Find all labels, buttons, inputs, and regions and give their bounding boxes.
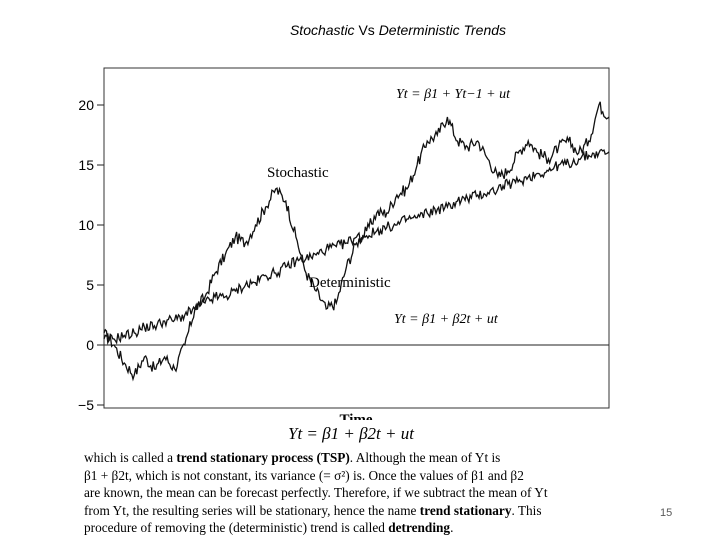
slide-title: Stochastic Vs Deterministic Trends [0, 22, 720, 38]
title-vs: Vs [358, 22, 375, 38]
stochastic-equation: Yt = β1 + Yt−1 + ut [396, 87, 511, 102]
body-line-1: which is called a trend stationary proce… [84, 449, 639, 467]
trend-chart: −5 0 5 10 15 20 Stochastic Deterministic Yt =… [78, 67, 610, 420]
body-text-span: . This [511, 502, 542, 518]
y-tick-label: −5 [78, 397, 94, 413]
y-tick-label: 20 [78, 97, 94, 113]
body-text-span: procedure of removing the (deterministic… [84, 520, 389, 536]
y-tick-label: 15 [78, 157, 94, 173]
body-line-2: β1 + β2t, which is not constant, its var… [84, 467, 524, 483]
body-paragraph: which is called a trend stationary proce… [84, 449, 639, 537]
plot-frame [103, 67, 610, 409]
y-tick-label: 0 [86, 337, 94, 353]
deterministic-equation: Yt = β1 + β2t + ut [394, 312, 499, 327]
y-tick-label: 10 [78, 217, 94, 233]
body-line-4: from Yt, the resulting series will be st… [84, 502, 639, 520]
body-text-span: . Although the mean of Yt is [349, 450, 501, 465]
title-deterministic-trends: Deterministic Trends [378, 22, 507, 38]
deterministic-series-line [103, 148, 610, 345]
body-text-span: . [450, 520, 454, 536]
title-stochastic: Stochastic [289, 22, 355, 38]
body-line-3: are known, the mean can be forecast perf… [84, 485, 548, 501]
body-text-span: which is called a [84, 450, 177, 465]
y-axis: −5 0 5 10 15 20 [78, 97, 104, 413]
stochastic-series-line [103, 101, 610, 382]
x-axis-label: Time [339, 412, 372, 420]
stochastic-label: Stochastic [267, 165, 329, 181]
deterministic-label: Deterministic [309, 275, 391, 291]
term-tsp: trend stationary process (TSP) [176, 450, 350, 465]
y-tick-label: 5 [86, 277, 94, 293]
figure-equation: Yt = β1 + β2t + ut [288, 424, 414, 443]
body-text-span: from Yt, the resulting series will be st… [84, 502, 420, 518]
term-detrending: detrending [388, 520, 451, 536]
body-line-5: procedure of removing the (deterministic… [84, 519, 639, 537]
page-number: 15 [660, 507, 673, 519]
term-trend-stationary: trend stationary [419, 502, 512, 518]
